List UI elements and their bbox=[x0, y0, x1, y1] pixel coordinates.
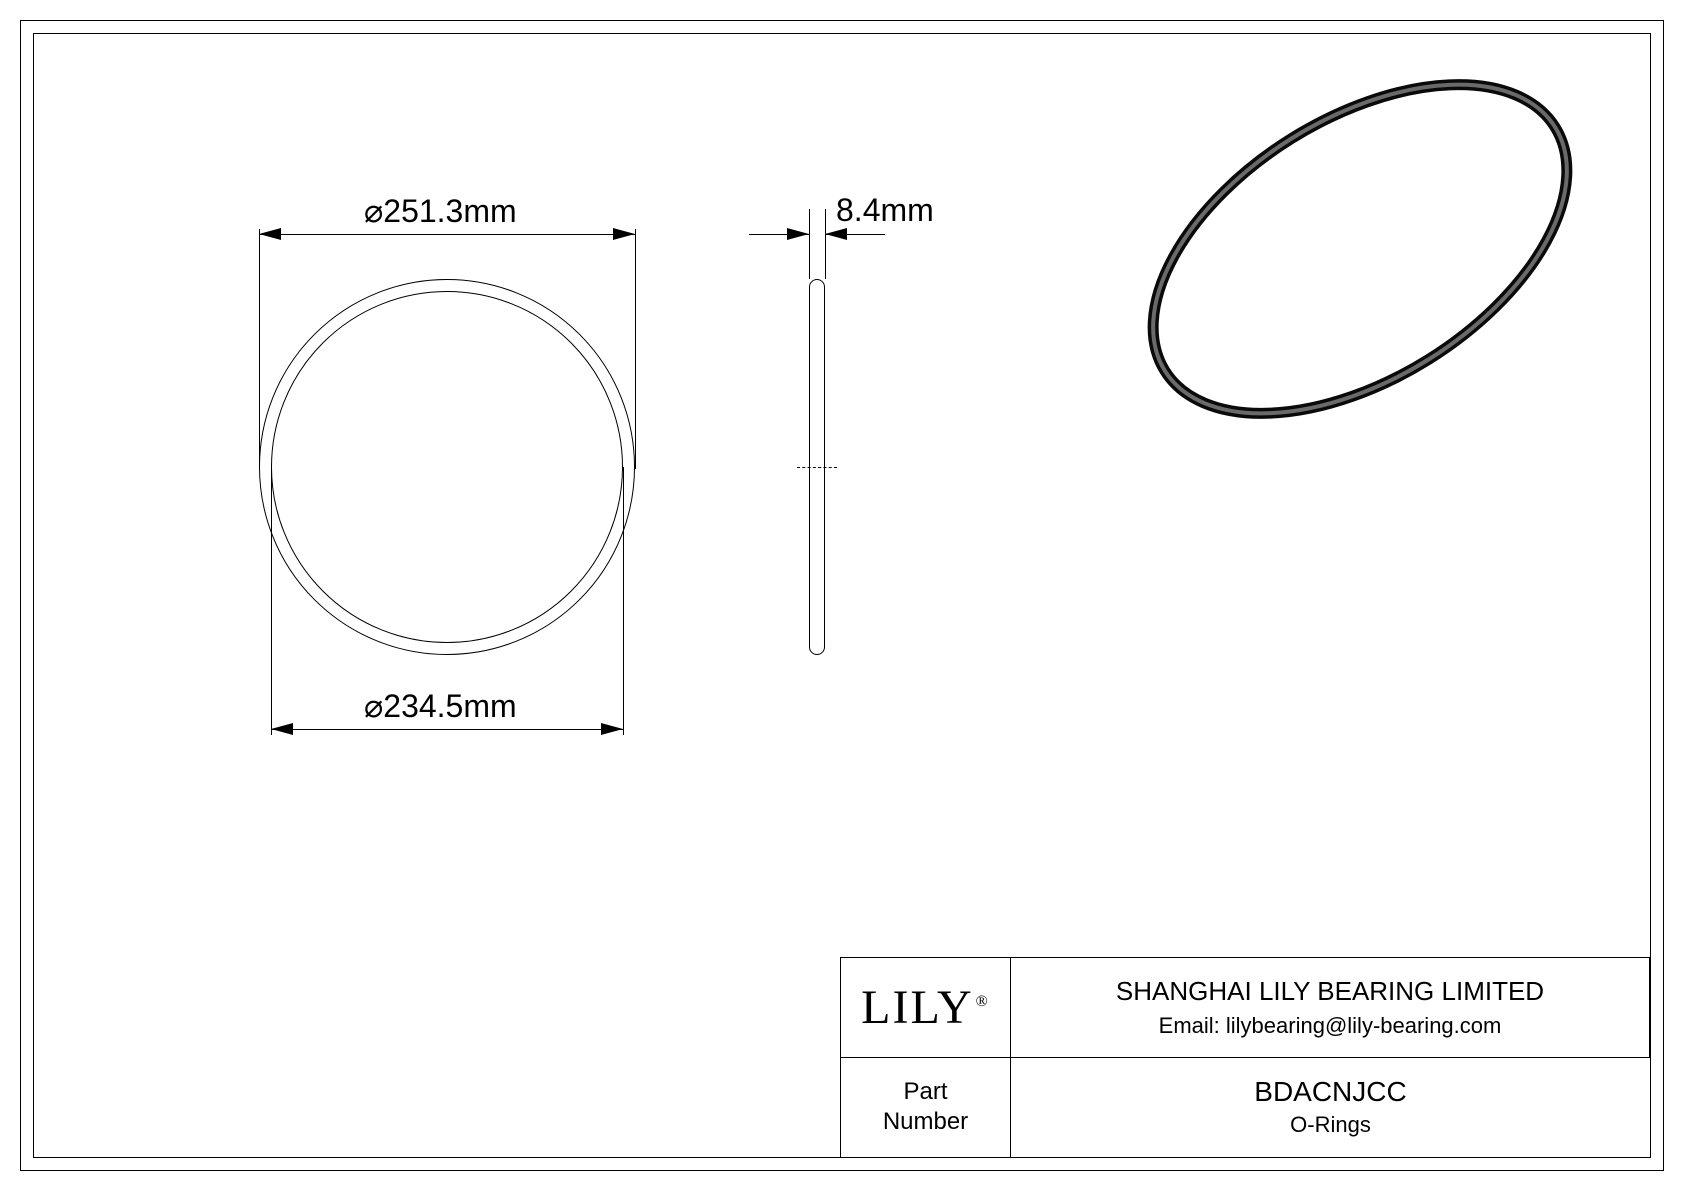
title-block-company-cell: SHANGHAI LILY BEARING LIMITED Email: lil… bbox=[1011, 958, 1650, 1058]
ext-line bbox=[623, 467, 624, 735]
ext-line bbox=[271, 467, 272, 735]
section-width-label: 8.4mm bbox=[836, 192, 934, 229]
oring-3d-render bbox=[1100, 24, 1620, 474]
title-block-logo-cell: LILY® bbox=[841, 958, 1011, 1058]
inner-diameter-circle bbox=[271, 291, 623, 643]
drawing-sheet-outer-frame: ⌀251.3mm ⌀234.5mm 8.4mm bbox=[20, 20, 1664, 1171]
side-view bbox=[809, 279, 825, 655]
ext-line bbox=[259, 229, 260, 469]
drawing-sheet-inner-frame: ⌀251.3mm ⌀234.5mm 8.4mm bbox=[33, 33, 1651, 1158]
title-block-pn-value-cell: BDACNJCC O-Rings bbox=[1011, 1058, 1650, 1158]
dim-arrow bbox=[601, 723, 623, 735]
registered-trademark-icon: ® bbox=[976, 993, 990, 1010]
title-block-pn-label-cell: Part Number bbox=[841, 1058, 1011, 1158]
logo-word: LILY bbox=[861, 981, 973, 1034]
dim-arrow bbox=[787, 228, 809, 240]
outer-diameter-label: ⌀251.3mm bbox=[364, 192, 517, 230]
company-name: SHANGHAI LILY BEARING LIMITED bbox=[1116, 976, 1544, 1007]
dim-line-inner bbox=[271, 729, 623, 730]
company-email: Email: lilybearing@lily-bearing.com bbox=[1159, 1013, 1502, 1039]
inner-diameter-label: ⌀234.5mm bbox=[364, 687, 517, 725]
dim-arrow bbox=[613, 228, 635, 240]
part-number-label: Part Number bbox=[883, 1077, 968, 1137]
ext-line bbox=[809, 209, 810, 279]
oring-render-svg bbox=[1100, 24, 1620, 474]
ext-line bbox=[825, 209, 826, 279]
part-description: O-Rings bbox=[1290, 1112, 1371, 1138]
title-block: LILY® SHANGHAI LILY BEARING LIMITED Emai… bbox=[840, 957, 1650, 1157]
pn-label-line1: Part bbox=[903, 1078, 947, 1105]
centerline-tick bbox=[797, 467, 837, 469]
pn-label-line2: Number bbox=[883, 1108, 968, 1135]
dim-line-outer bbox=[259, 234, 635, 235]
render-inner-highlight bbox=[1100, 24, 1620, 474]
ext-line bbox=[635, 229, 636, 469]
dim-arrow bbox=[825, 228, 847, 240]
logo-text: LILY® bbox=[861, 980, 990, 1035]
part-number-value: BDACNJCC bbox=[1254, 1076, 1406, 1108]
dim-arrow bbox=[271, 723, 293, 735]
dim-arrow bbox=[259, 228, 281, 240]
front-view bbox=[259, 279, 635, 655]
